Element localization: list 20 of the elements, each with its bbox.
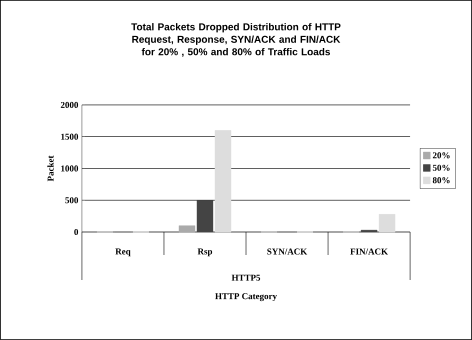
legend-label: 50%	[432, 164, 450, 171]
y-tick-label: 0	[74, 228, 78, 236]
y-axis-title: Packet	[47, 156, 54, 182]
bar	[214, 130, 232, 232]
bar	[178, 225, 196, 232]
y-tick-label: 1500	[61, 134, 78, 140]
x-tick-label: Req	[115, 248, 131, 256]
x-tick-label: Rsp	[198, 248, 212, 256]
x-tick-label: FIN/ACK	[350, 248, 388, 255]
y-tick-label: 2000	[60, 102, 78, 108]
y-tick-label: 500	[65, 197, 78, 204]
text: HTTP5	[232, 274, 260, 281]
chart-title: Total Packets Dropped Distribution of HTTP Request, Response, SYN/ACK and FIN/ACK for 20% , 50% and 80% of Traffic Loads	[131, 23, 341, 57]
x-axis-title: HTTP Category	[215, 293, 277, 302]
x-tick-label: SYN/ACK	[267, 248, 308, 255]
legend-label: 20%	[432, 152, 450, 158]
legend-label: 80%	[432, 177, 450, 184]
bar	[196, 200, 214, 232]
bar	[378, 214, 396, 232]
y-tick-label: 1000	[61, 165, 78, 172]
